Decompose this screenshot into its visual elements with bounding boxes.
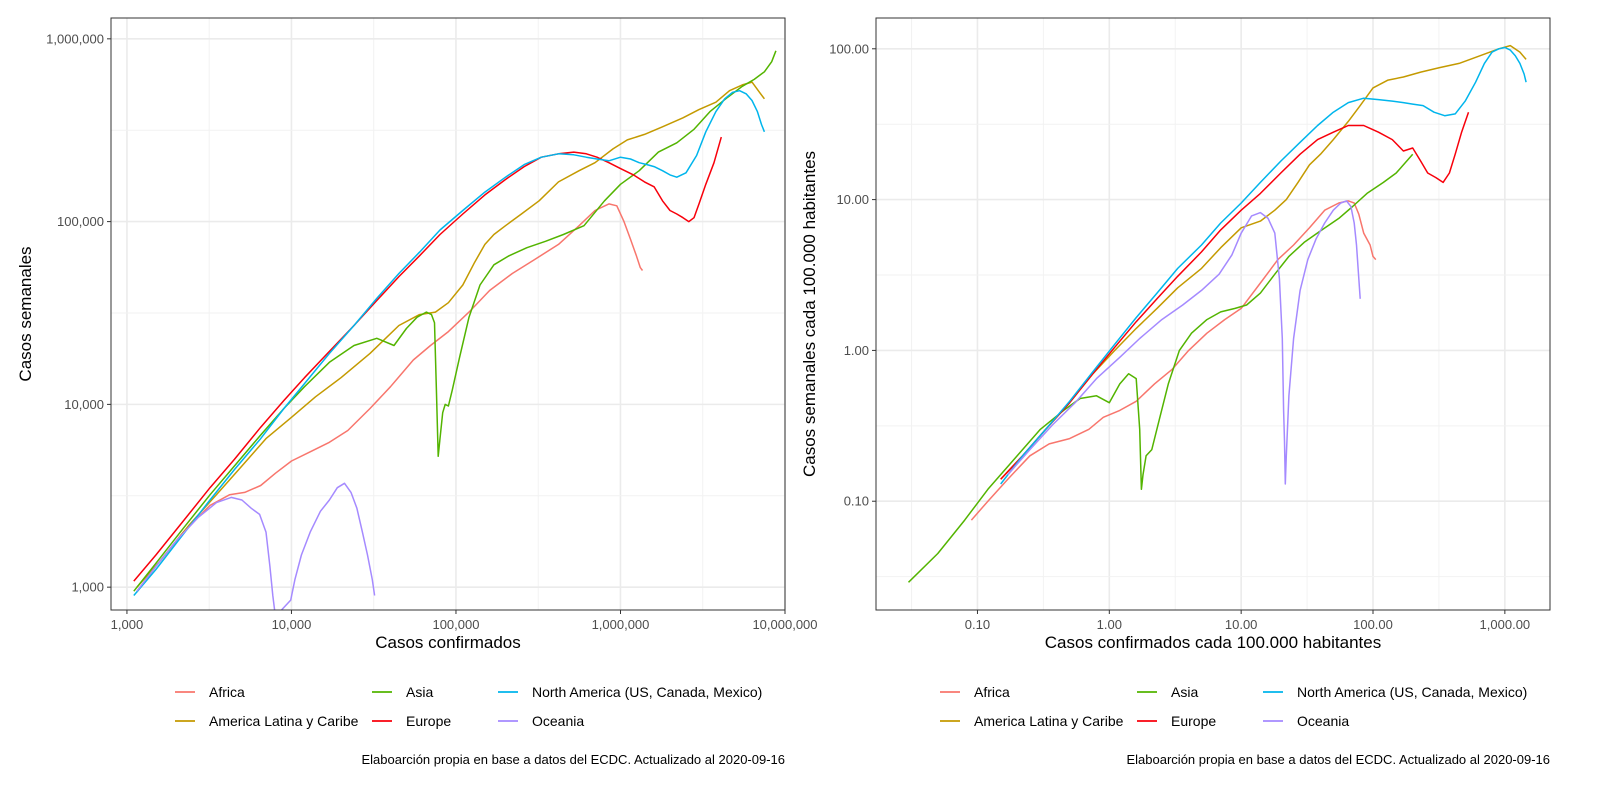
x-tick-label: 0.10 <box>965 617 990 632</box>
chart-left-x-axis-title: Casos confirmados <box>375 633 521 652</box>
chart-left: 1,000 10,000 100,000 1,000,000 10,000,000 1,0… <box>16 17 818 767</box>
legend-label-america-latina-y-caribe: America Latina y Caribe <box>974 713 1124 729</box>
x-tick-label: 10.00 <box>1225 617 1258 632</box>
x-tick-label: 100.00 <box>1353 617 1393 632</box>
y-tick-label: 100,000 <box>57 214 104 229</box>
y-tick-label: 1.00 <box>844 343 869 358</box>
y-tick-label: 10.00 <box>836 192 869 207</box>
chart-right-caption: Elaboarción propia en base a datos del E… <box>1127 752 1551 767</box>
x-tick-label: 10,000 <box>272 617 312 632</box>
legend-label-north-america-us-canada-mexico: North America (US, Canada, Mexico) <box>532 684 762 700</box>
legend-label-oceania: Oceania <box>1297 713 1349 729</box>
series-line-america-latina-y-caribe <box>136 81 765 588</box>
legend-label-north-america-us-canada-mexico: North America (US, Canada, Mexico) <box>1297 684 1527 700</box>
chart-left-y-axis-title: Casos semanales <box>16 246 35 381</box>
legend-label-europe: Europe <box>1171 713 1216 729</box>
chart-left-series <box>133 50 777 610</box>
y-tick-label: 1,000 <box>71 580 104 595</box>
y-tick-label: 100.00 <box>829 41 869 56</box>
chart-right-plot-area <box>876 18 1550 610</box>
x-tick-label: 1,000,000 <box>592 617 650 632</box>
chart-right-border <box>875 17 1551 611</box>
series-line-africa <box>136 203 644 593</box>
y-tick-label: 10,000 <box>64 397 104 412</box>
y-tick-label: 1,000,000 <box>46 31 104 46</box>
chart-left-plot-area <box>111 18 785 610</box>
x-tick-label: 1,000 <box>111 617 144 632</box>
series-line-europe <box>1000 111 1470 480</box>
chart-left-legend: Africa America Latina y Caribe Asia Europe N… <box>175 684 762 729</box>
series-line-asia <box>133 50 777 592</box>
series-line-america-latina-y-caribe <box>1000 44 1527 480</box>
legend-label-africa: Africa <box>209 684 245 700</box>
x-tick-label: 10,000,000 <box>752 617 817 632</box>
chart-right-series <box>907 44 1527 583</box>
legend-label-america-latina-y-caribe: America Latina y Caribe <box>209 713 359 729</box>
legend-label-oceania: Oceania <box>532 713 584 729</box>
chart-left-border <box>110 17 786 611</box>
series-line-oceania <box>136 482 376 610</box>
legend-label-africa: Africa <box>974 684 1010 700</box>
x-tick-label: 100,000 <box>432 617 479 632</box>
legend-label-asia: Asia <box>406 684 433 700</box>
chart-right: 0.10 1.00 10.00 100.00 1,000.00 0.10 1.00 10.00… <box>800 17 1551 767</box>
legend-label-europe: Europe <box>406 713 451 729</box>
series-line-north-america-us-canada-mexico <box>1000 46 1527 485</box>
legend-label-asia: Asia <box>1171 684 1198 700</box>
series-line-africa <box>970 200 1377 521</box>
chart-right-legend: Africa America Latina y Caribe Asia Europe N… <box>940 684 1527 729</box>
chart-left-caption: Elaboarción propia en base a datos del E… <box>362 752 786 767</box>
series-line-north-america-us-canada-mexico <box>133 89 766 596</box>
x-tick-label: 1.00 <box>1097 617 1122 632</box>
x-tick-label: 1,000.00 <box>1480 617 1531 632</box>
chart-left-grid <box>111 18 786 610</box>
chart-right-grid <box>876 18 1550 610</box>
chart-right-x-axis-title: Casos confirmados cada 100.000 habitante… <box>1045 633 1381 652</box>
chart-right-ticks: 0.10 1.00 10.00 100.00 1,000.00 0.10 1.00 10.00… <box>829 41 1530 632</box>
chart-right-y-axis-title: Casos semanales cada 100.000 habitantes <box>800 151 819 477</box>
series-line-oceania <box>1007 200 1361 485</box>
chart-left-ticks: 1,000 10,000 100,000 1,000,000 10,000,000 1,0… <box>46 31 817 632</box>
y-tick-label: 0.10 <box>844 494 869 509</box>
